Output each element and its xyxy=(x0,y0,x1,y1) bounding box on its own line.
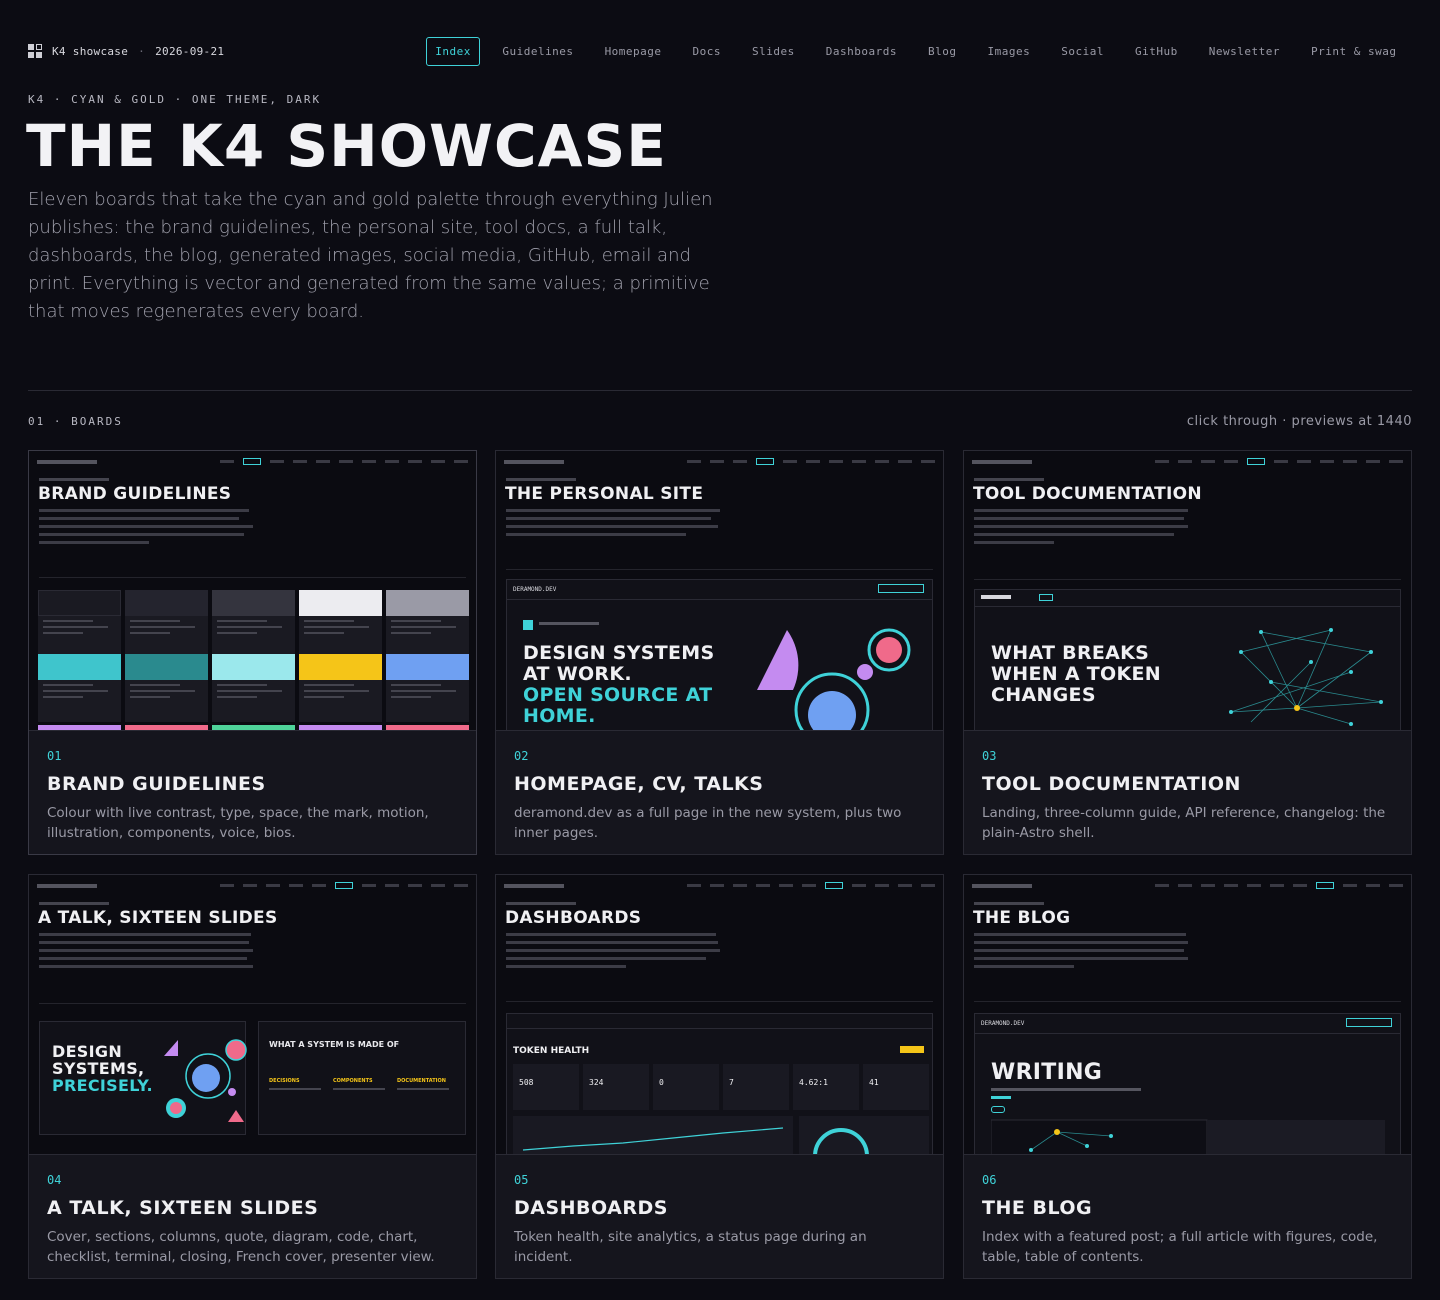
card-title: THE BLOG xyxy=(982,1197,1093,1219)
board-card-dashboards[interactable]: DASHBOARDS TOKEN HEALTH 508 324 0 7 4.62… xyxy=(495,874,944,1279)
nav-index[interactable]: Index xyxy=(426,36,480,66)
section-divider xyxy=(28,390,1412,391)
board-card-talk-slides[interactable]: A TALK, SIXTEEN SLIDES DESIGN SYSTEMS, P… xyxy=(28,874,477,1279)
stat-value: 4.62:1 xyxy=(799,1078,828,1087)
slide-cover-line: PRECISELY. xyxy=(52,1076,153,1095)
preview-title: DASHBOARDS xyxy=(505,908,642,928)
brand-separator: · xyxy=(138,44,146,58)
blog-heading: WRITING xyxy=(991,1060,1103,1085)
preview-title: THE PERSONAL SITE xyxy=(505,484,704,504)
top-bar: K4 showcase · 2026-09-21 Index Guideline… xyxy=(28,36,1412,66)
slide-column: DECISIONS xyxy=(269,1078,300,1084)
card-description: deramond.dev as a full page in the new s… xyxy=(514,805,902,841)
preview-hero-line: WHAT BREAKS xyxy=(991,642,1150,664)
card-number: 01 xyxy=(47,749,62,763)
card-description: Token health, site analytics, a status p… xyxy=(514,1229,867,1265)
nav-homepage[interactable]: Homepage xyxy=(604,44,662,58)
preview-site-name: DERAMOND.DEV xyxy=(513,586,557,593)
card-title: A TALK, SIXTEEN SLIDES xyxy=(47,1197,319,1219)
stat-value: 324 xyxy=(589,1078,604,1087)
card-number: 04 xyxy=(47,1173,62,1187)
preview-hero-line: DESIGN SYSTEMS xyxy=(523,642,715,664)
nav-newsletter[interactable]: Newsletter xyxy=(1208,44,1281,58)
hero-eyebrow: K4 · CYAN & GOLD · ONE THEME, DARK xyxy=(28,93,322,106)
brand-date: 2026-09-21 xyxy=(155,44,225,58)
preview-site-name: DERAMOND.DEV xyxy=(981,1020,1025,1027)
hero-lede: Eleven boards that take the cyan and gol… xyxy=(28,189,713,322)
board-card-homepage[interactable]: THE PERSONAL SITE DERAMOND.DEV DESIGN SY… xyxy=(495,450,944,855)
preview-title: BRAND GUIDELINES xyxy=(38,484,232,504)
stat-value: 508 xyxy=(519,1078,534,1087)
nav-social[interactable]: Social xyxy=(1061,44,1105,58)
preview-hero-line: WHEN A TOKEN xyxy=(991,663,1161,685)
slide-cover-line: DESIGN xyxy=(52,1042,123,1061)
preview-hero-line: HOME. xyxy=(523,705,596,727)
slide-title: WHAT A SYSTEM IS MADE OF xyxy=(269,1040,400,1049)
card-description: Index with a featured post; a full artic… xyxy=(982,1229,1378,1265)
stat-value: 41 xyxy=(869,1078,879,1087)
preview-hero-line: OPEN SOURCE AT xyxy=(523,684,713,706)
stat-value: 0 xyxy=(659,1078,664,1087)
card-description: Colour with live contrast, type, space, … xyxy=(47,805,429,841)
k4-logo-icon xyxy=(28,44,42,58)
brand-name: K4 showcase xyxy=(52,44,129,58)
token-graph-illustration xyxy=(1229,628,1383,726)
slide-column: COMPONENTS xyxy=(333,1078,373,1084)
nav-slides[interactable]: Slides xyxy=(752,44,795,58)
blog-featured-figure xyxy=(991,1119,1385,1154)
nav-dashboards[interactable]: Dashboards xyxy=(825,44,898,58)
page-title: THE K4 SHOWCASE xyxy=(26,112,667,180)
nav-blog[interactable]: Blog xyxy=(928,44,957,58)
slide-illustration xyxy=(164,1039,247,1122)
card-description: Landing, three-column guide, API referen… xyxy=(982,805,1386,841)
card-number: 02 xyxy=(514,749,529,763)
preview-title: THE BLOG xyxy=(973,908,1071,928)
preview-title: TOOL DOCUMENTATION xyxy=(973,484,1202,504)
card-title: DASHBOARDS xyxy=(514,1197,668,1219)
slide-column: DOCUMENTATION xyxy=(397,1078,446,1084)
nav-docs[interactable]: Docs xyxy=(692,44,722,58)
section-label: 01 · BOARDS xyxy=(28,415,123,428)
preview-hero-line: AT WORK. xyxy=(523,663,632,685)
hero-illustration xyxy=(757,628,911,730)
card-number: 06 xyxy=(982,1173,997,1187)
card-description: Cover, sections, columns, quote, diagram… xyxy=(47,1229,435,1265)
board-card-tool-documentation[interactable]: TOOL DOCUMENTATION WHAT BREAKS WHEN A TO… xyxy=(963,450,1412,855)
board-preview: THE PERSONAL SITE DERAMOND.DEV DESIGN SY… xyxy=(496,451,943,731)
card-title: HOMEPAGE, CV, TALKS xyxy=(514,773,764,795)
board-preview: DASHBOARDS TOKEN HEALTH 508 324 0 7 4.62… xyxy=(496,875,943,1155)
brand[interactable]: K4 showcase · 2026-09-21 xyxy=(28,44,224,58)
board-preview: BRAND GUIDELINES xyxy=(29,451,476,731)
preview-title: A TALK, SIXTEEN SLIDES xyxy=(38,908,278,928)
board-preview: THE BLOG DERAMOND.DEV WRITING xyxy=(964,875,1411,1155)
board-preview: A TALK, SIXTEEN SLIDES DESIGN SYSTEMS, P… xyxy=(29,875,476,1155)
card-number: 05 xyxy=(514,1173,529,1187)
section-note: click through · previews at 1440 xyxy=(1186,414,1412,429)
nav-guidelines[interactable]: Guidelines xyxy=(502,44,574,58)
main-nav: Index Guidelines Homepage Docs Slides Da… xyxy=(426,36,1412,66)
nav-print-swag[interactable]: Print & swag xyxy=(1311,44,1397,58)
stat-value: 7 xyxy=(729,1078,734,1087)
card-number: 03 xyxy=(982,749,997,763)
focus-corner xyxy=(29,451,42,464)
board-card-blog[interactable]: THE BLOG DERAMOND.DEV WRITING 06 THE BLO… xyxy=(963,874,1412,1279)
nav-github[interactable]: GitHub xyxy=(1135,44,1178,58)
slide-cover-line: SYSTEMS, xyxy=(52,1059,145,1078)
board-preview: TOOL DOCUMENTATION WHAT BREAKS WHEN A TO… xyxy=(964,451,1411,731)
card-title: BRAND GUIDELINES xyxy=(47,773,266,795)
nav-images[interactable]: Images xyxy=(987,44,1031,58)
board-card-brand-guidelines[interactable]: BRAND GUIDELINES 01 BRAND GUIDELINES Col… xyxy=(28,450,477,855)
panel-title: TOKEN HEALTH xyxy=(513,1046,590,1056)
card-title: TOOL DOCUMENTATION xyxy=(982,773,1241,795)
token-trend-chart xyxy=(513,1116,929,1154)
preview-hero-line: CHANGES xyxy=(991,684,1096,706)
focus-corner xyxy=(463,841,476,854)
